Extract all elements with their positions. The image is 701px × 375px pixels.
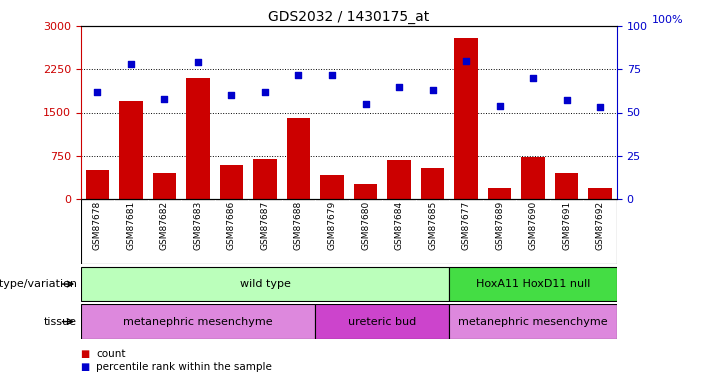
Text: GSM87690: GSM87690	[529, 201, 538, 250]
Bar	[186, 78, 210, 199]
Bar	[387, 160, 411, 199]
Text: GSM87680: GSM87680	[361, 201, 370, 250]
Text: GSM87689: GSM87689	[495, 201, 504, 250]
Text: GSM87687: GSM87687	[261, 201, 269, 250]
Text: GSM87683: GSM87683	[193, 201, 203, 250]
Point	[92, 89, 103, 95]
Point	[461, 58, 472, 64]
Point	[527, 75, 538, 81]
FancyBboxPatch shape	[449, 304, 617, 339]
Text: metanephric mesenchyme: metanephric mesenchyme	[458, 316, 608, 327]
Title: GDS2032 / 1430175_at: GDS2032 / 1430175_at	[268, 10, 430, 24]
Text: GSM87682: GSM87682	[160, 201, 169, 250]
Text: genotype/variation: genotype/variation	[0, 279, 77, 289]
FancyBboxPatch shape	[81, 267, 449, 301]
FancyBboxPatch shape	[81, 304, 315, 339]
Point	[427, 87, 438, 93]
Text: tissue: tissue	[44, 316, 77, 327]
Bar	[219, 165, 243, 199]
Bar	[119, 101, 142, 199]
Point	[159, 96, 170, 102]
Point	[259, 89, 271, 95]
Text: 100%: 100%	[652, 15, 683, 24]
Text: ■: ■	[81, 350, 90, 359]
Text: GSM87691: GSM87691	[562, 201, 571, 250]
Text: GSM87677: GSM87677	[461, 201, 470, 250]
Bar	[320, 175, 343, 199]
Bar	[454, 38, 478, 199]
Text: GSM87685: GSM87685	[428, 201, 437, 250]
FancyBboxPatch shape	[449, 267, 617, 301]
Point	[393, 84, 404, 90]
Text: ■: ■	[81, 362, 90, 372]
Text: metanephric mesenchyme: metanephric mesenchyme	[123, 316, 273, 327]
Bar	[253, 159, 277, 199]
Point	[293, 72, 304, 78]
Text: GSM87678: GSM87678	[93, 201, 102, 250]
Point	[494, 103, 505, 109]
Text: GSM87692: GSM87692	[596, 201, 605, 250]
Bar	[354, 184, 377, 199]
Bar	[555, 174, 578, 199]
Text: ureteric bud: ureteric bud	[348, 316, 416, 327]
Point	[192, 60, 203, 66]
Point	[125, 61, 137, 67]
Bar	[488, 188, 511, 199]
Point	[594, 104, 606, 110]
Bar	[287, 118, 311, 199]
Point	[226, 92, 237, 98]
Bar	[588, 188, 612, 199]
Text: GSM87688: GSM87688	[294, 201, 303, 250]
FancyBboxPatch shape	[315, 304, 449, 339]
Point	[360, 101, 371, 107]
Text: count: count	[96, 350, 125, 359]
Bar	[421, 168, 444, 199]
Text: percentile rank within the sample: percentile rank within the sample	[96, 362, 272, 372]
Text: GSM87684: GSM87684	[395, 201, 404, 250]
Point	[561, 98, 572, 104]
Text: HoxA11 HoxD11 null: HoxA11 HoxD11 null	[476, 279, 590, 289]
Point	[327, 72, 338, 78]
Text: GSM87681: GSM87681	[126, 201, 135, 250]
Bar	[153, 173, 176, 199]
Text: GSM87686: GSM87686	[227, 201, 236, 250]
Bar	[522, 158, 545, 199]
Text: GSM87679: GSM87679	[327, 201, 336, 250]
Bar	[86, 170, 109, 199]
Text: wild type: wild type	[240, 279, 290, 289]
